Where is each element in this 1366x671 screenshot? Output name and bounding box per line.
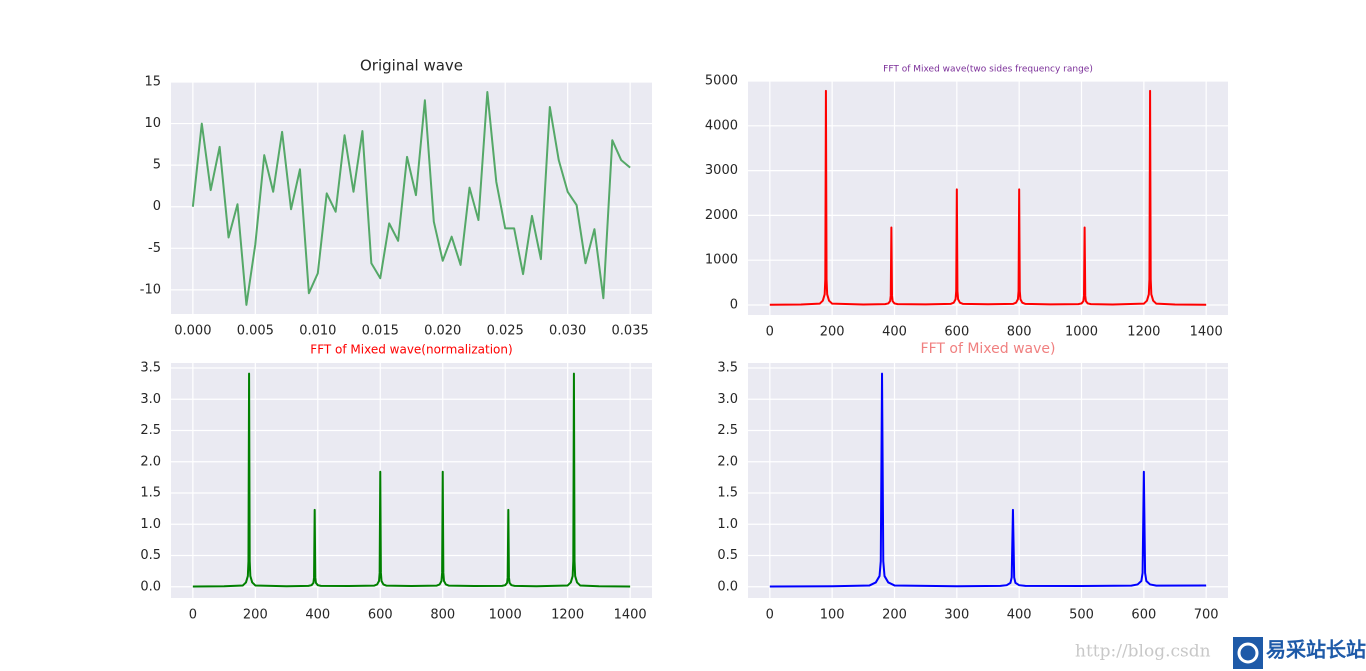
x-tick-label: 300 [944,608,969,623]
y-tick-label: 10 [144,116,161,131]
y-tick-label: 3.5 [140,361,161,376]
watermark-logo-mark [1237,642,1259,664]
y-tick-label: 0.0 [717,579,738,594]
x-tick-label: 400 [1007,608,1032,623]
y-tick-label: 2.0 [717,454,738,469]
x-tick-label: 400 [882,325,907,340]
x-tick-label: 1400 [1190,325,1223,340]
x-tick-label: 600 [1131,608,1156,623]
line-series [769,372,1207,588]
x-tick-label: 700 [1194,608,1219,623]
chart-title: Original wave [360,57,463,75]
x-tick-label: 1000 [1065,325,1098,340]
x-tick-label: 800 [430,608,455,623]
y-tick-label: 0.5 [140,548,161,563]
x-tick-label: 0.000 [174,324,211,339]
x-tick-label: 0 [766,608,774,623]
x-tick-label: 200 [243,608,268,623]
x-tick-label: 600 [368,608,393,623]
line-series [769,89,1207,306]
y-tick-label: 3.0 [717,392,738,407]
y-tick-label: -5 [148,241,161,256]
x-tick-label: 0.030 [549,324,586,339]
y-tick-label: 4000 [705,118,738,133]
y-tick-label: 1.0 [140,517,161,532]
x-tick-label: 100 [820,608,845,623]
x-tick-label: 600 [944,325,969,340]
chart-title: FFT of Mixed wave(normalization) [310,343,512,357]
plot-area [748,363,1228,598]
y-tick-label: 1.5 [140,486,161,501]
plot-area [171,363,652,598]
x-tick-label: 500 [1069,608,1094,623]
y-tick-label: -10 [140,282,161,297]
x-tick-label: 0.005 [237,324,274,339]
y-tick-label: 2.5 [717,423,738,438]
line-series [191,90,631,306]
x-tick-label: 1200 [1127,325,1160,340]
chart-title: FFT of Mixed wave) [921,341,1056,357]
x-tick-label: 800 [1007,325,1032,340]
y-tick-label: 0.0 [140,579,161,594]
x-tick-label: 200 [820,325,845,340]
x-tick-label: 200 [882,608,907,623]
y-tick-label: 1.5 [717,486,738,501]
x-tick-label: 0 [189,608,197,623]
x-tick-label: 0.015 [362,324,399,339]
x-tick-label: 1000 [489,608,522,623]
x-tick-label: 0.010 [299,324,336,339]
x-tick-label: 0.020 [424,324,461,339]
y-tick-label: 15 [144,75,161,90]
line-series [192,372,631,588]
watermark-url: http://blog.csdn [1075,642,1211,662]
x-tick-label: 400 [305,608,330,623]
plot-area [748,81,1228,315]
chart-title: FFT of Mixed wave(two sides frequency ra… [883,65,1093,75]
x-tick-label: 0 [766,325,774,340]
y-tick-label: 1.0 [717,517,738,532]
y-tick-label: 3.0 [140,392,161,407]
x-tick-label: 1400 [614,608,647,623]
y-tick-label: 1000 [705,253,738,268]
y-tick-label: 0 [153,199,161,214]
y-tick-label: 5 [153,158,161,173]
y-tick-label: 2.0 [140,454,161,469]
y-tick-label: 5000 [705,74,738,89]
x-tick-label: 1200 [551,608,584,623]
x-tick-label: 0.025 [487,324,524,339]
y-tick-label: 3.5 [717,361,738,376]
y-tick-label: 0 [730,298,738,313]
y-tick-label: 2.5 [140,423,161,438]
y-tick-label: 0.5 [717,548,738,563]
x-tick-label: 0.035 [612,324,649,339]
watermark-brand: 易采站长站 [1266,638,1366,662]
y-tick-label: 3000 [705,163,738,178]
y-tick-label: 2000 [705,208,738,223]
